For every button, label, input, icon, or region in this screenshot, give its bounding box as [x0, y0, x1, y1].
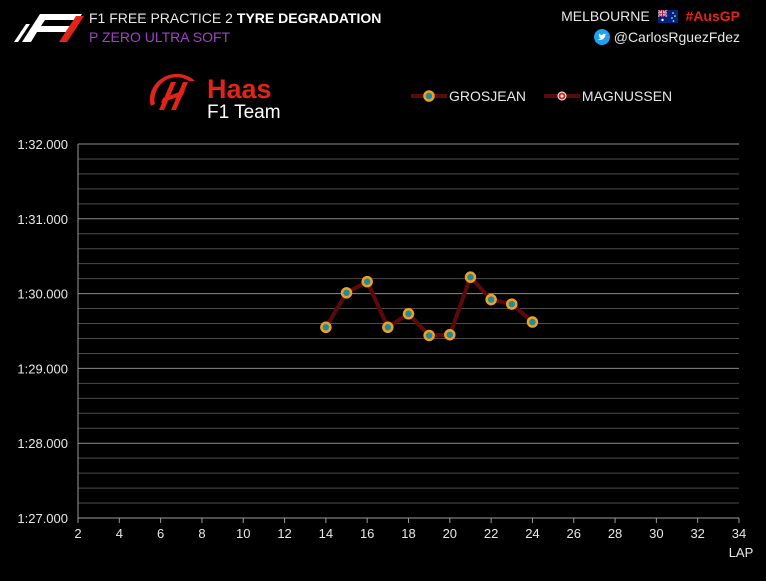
data-point-grosjean [526, 316, 539, 328]
x-tick-label: 18 [401, 526, 415, 541]
data-point-grosjean [402, 308, 415, 320]
data-point-grosjean [320, 321, 332, 334]
y-tick-label: 1:30.000 [17, 287, 68, 302]
session-name: F1 FREE PRACTICE 2 [89, 10, 233, 26]
data-point-grosjean [340, 287, 353, 299]
series [320, 271, 539, 342]
grid-lines [78, 143, 739, 519]
session-title: F1 FREE PRACTICE 2 TYRE DEGRADATION [89, 10, 381, 26]
tyre-compound: P ZERO ULTRA SOFT [89, 29, 231, 45]
data-point-grosjean [506, 298, 518, 310]
x-tick-label: 2 [74, 526, 81, 541]
x-tick-label: 30 [649, 526, 663, 541]
location-line: MELBOURNE #AusGP [561, 8, 740, 26]
y-tick-label: 1:29.000 [17, 361, 68, 376]
series-line-grosjean [324, 275, 534, 338]
twitter-handle: @CarlosRguezFdez [613, 29, 740, 45]
x-tick-label: 22 [484, 526, 498, 541]
team-name: Haas [207, 74, 272, 104]
twitter-bird-icon [593, 29, 610, 45]
data-point-grosjean [464, 271, 477, 283]
x-tick-label: 34 [732, 526, 746, 541]
y-tick-label: 1:28.000 [17, 436, 68, 451]
twitter-handle-line: @CarlosRguezFdez [561, 29, 740, 45]
x-tick-label: 6 [157, 526, 164, 541]
chart-title: TYRE DEGRADATION [236, 10, 382, 26]
hashtag: #AusGP [685, 8, 740, 24]
x-tick-label: 14 [319, 526, 333, 541]
legend-label-grosjean: GROSJEAN [449, 88, 527, 104]
x-tick-label: 10 [236, 526, 250, 541]
x-tick-label: 28 [608, 526, 622, 541]
australia-flag-icon [657, 10, 678, 23]
data-point-grosjean [382, 321, 394, 334]
legend-marker-magnussen [543, 91, 580, 101]
x-tick-label: 4 [116, 526, 123, 541]
x-tick-label: 8 [198, 526, 205, 541]
x-tick-label: 16 [360, 526, 374, 541]
data-point-grosjean [485, 293, 497, 306]
x-tick-label: 24 [525, 526, 539, 541]
data-point-grosjean [444, 328, 456, 341]
chart-legend: GROSJEAN MAGNUSSEN [411, 88, 686, 104]
x-axis-label: LAP [729, 545, 754, 560]
y-tick-label: 1:31.000 [17, 212, 68, 227]
f1-logo-icon [14, 14, 84, 42]
legend-item-grosjean: GROSJEAN [411, 88, 526, 104]
haas-logo-icon: Haas F1 Team [149, 73, 281, 122]
data-point-grosjean [423, 329, 435, 342]
axes [77, 144, 739, 519]
x-tick-label: 26 [567, 526, 581, 541]
location: MELBOURNE [561, 8, 650, 24]
x-tick-label: 12 [277, 526, 291, 541]
x-tick-label: 32 [690, 526, 704, 541]
header-right: MELBOURNE #AusGP @CarlosRguezFdez [561, 8, 740, 45]
y-tick-label: 1:32.000 [17, 137, 68, 152]
y-tick-label: 1:27.000 [17, 511, 68, 526]
data-point-grosjean [361, 275, 373, 288]
tick-labels: 1:27.000 1:28.000 1:29.000 1:30.000 1:31.000… [17, 137, 746, 541]
legend-item-magnussen: MAGNUSSEN [543, 88, 673, 104]
x-tick-label: 20 [443, 526, 457, 541]
legend-marker-grosjean [411, 90, 447, 102]
team-subtitle: F1 Team [207, 102, 281, 122]
legend-label-magnussen: MAGNUSSEN [581, 88, 673, 104]
